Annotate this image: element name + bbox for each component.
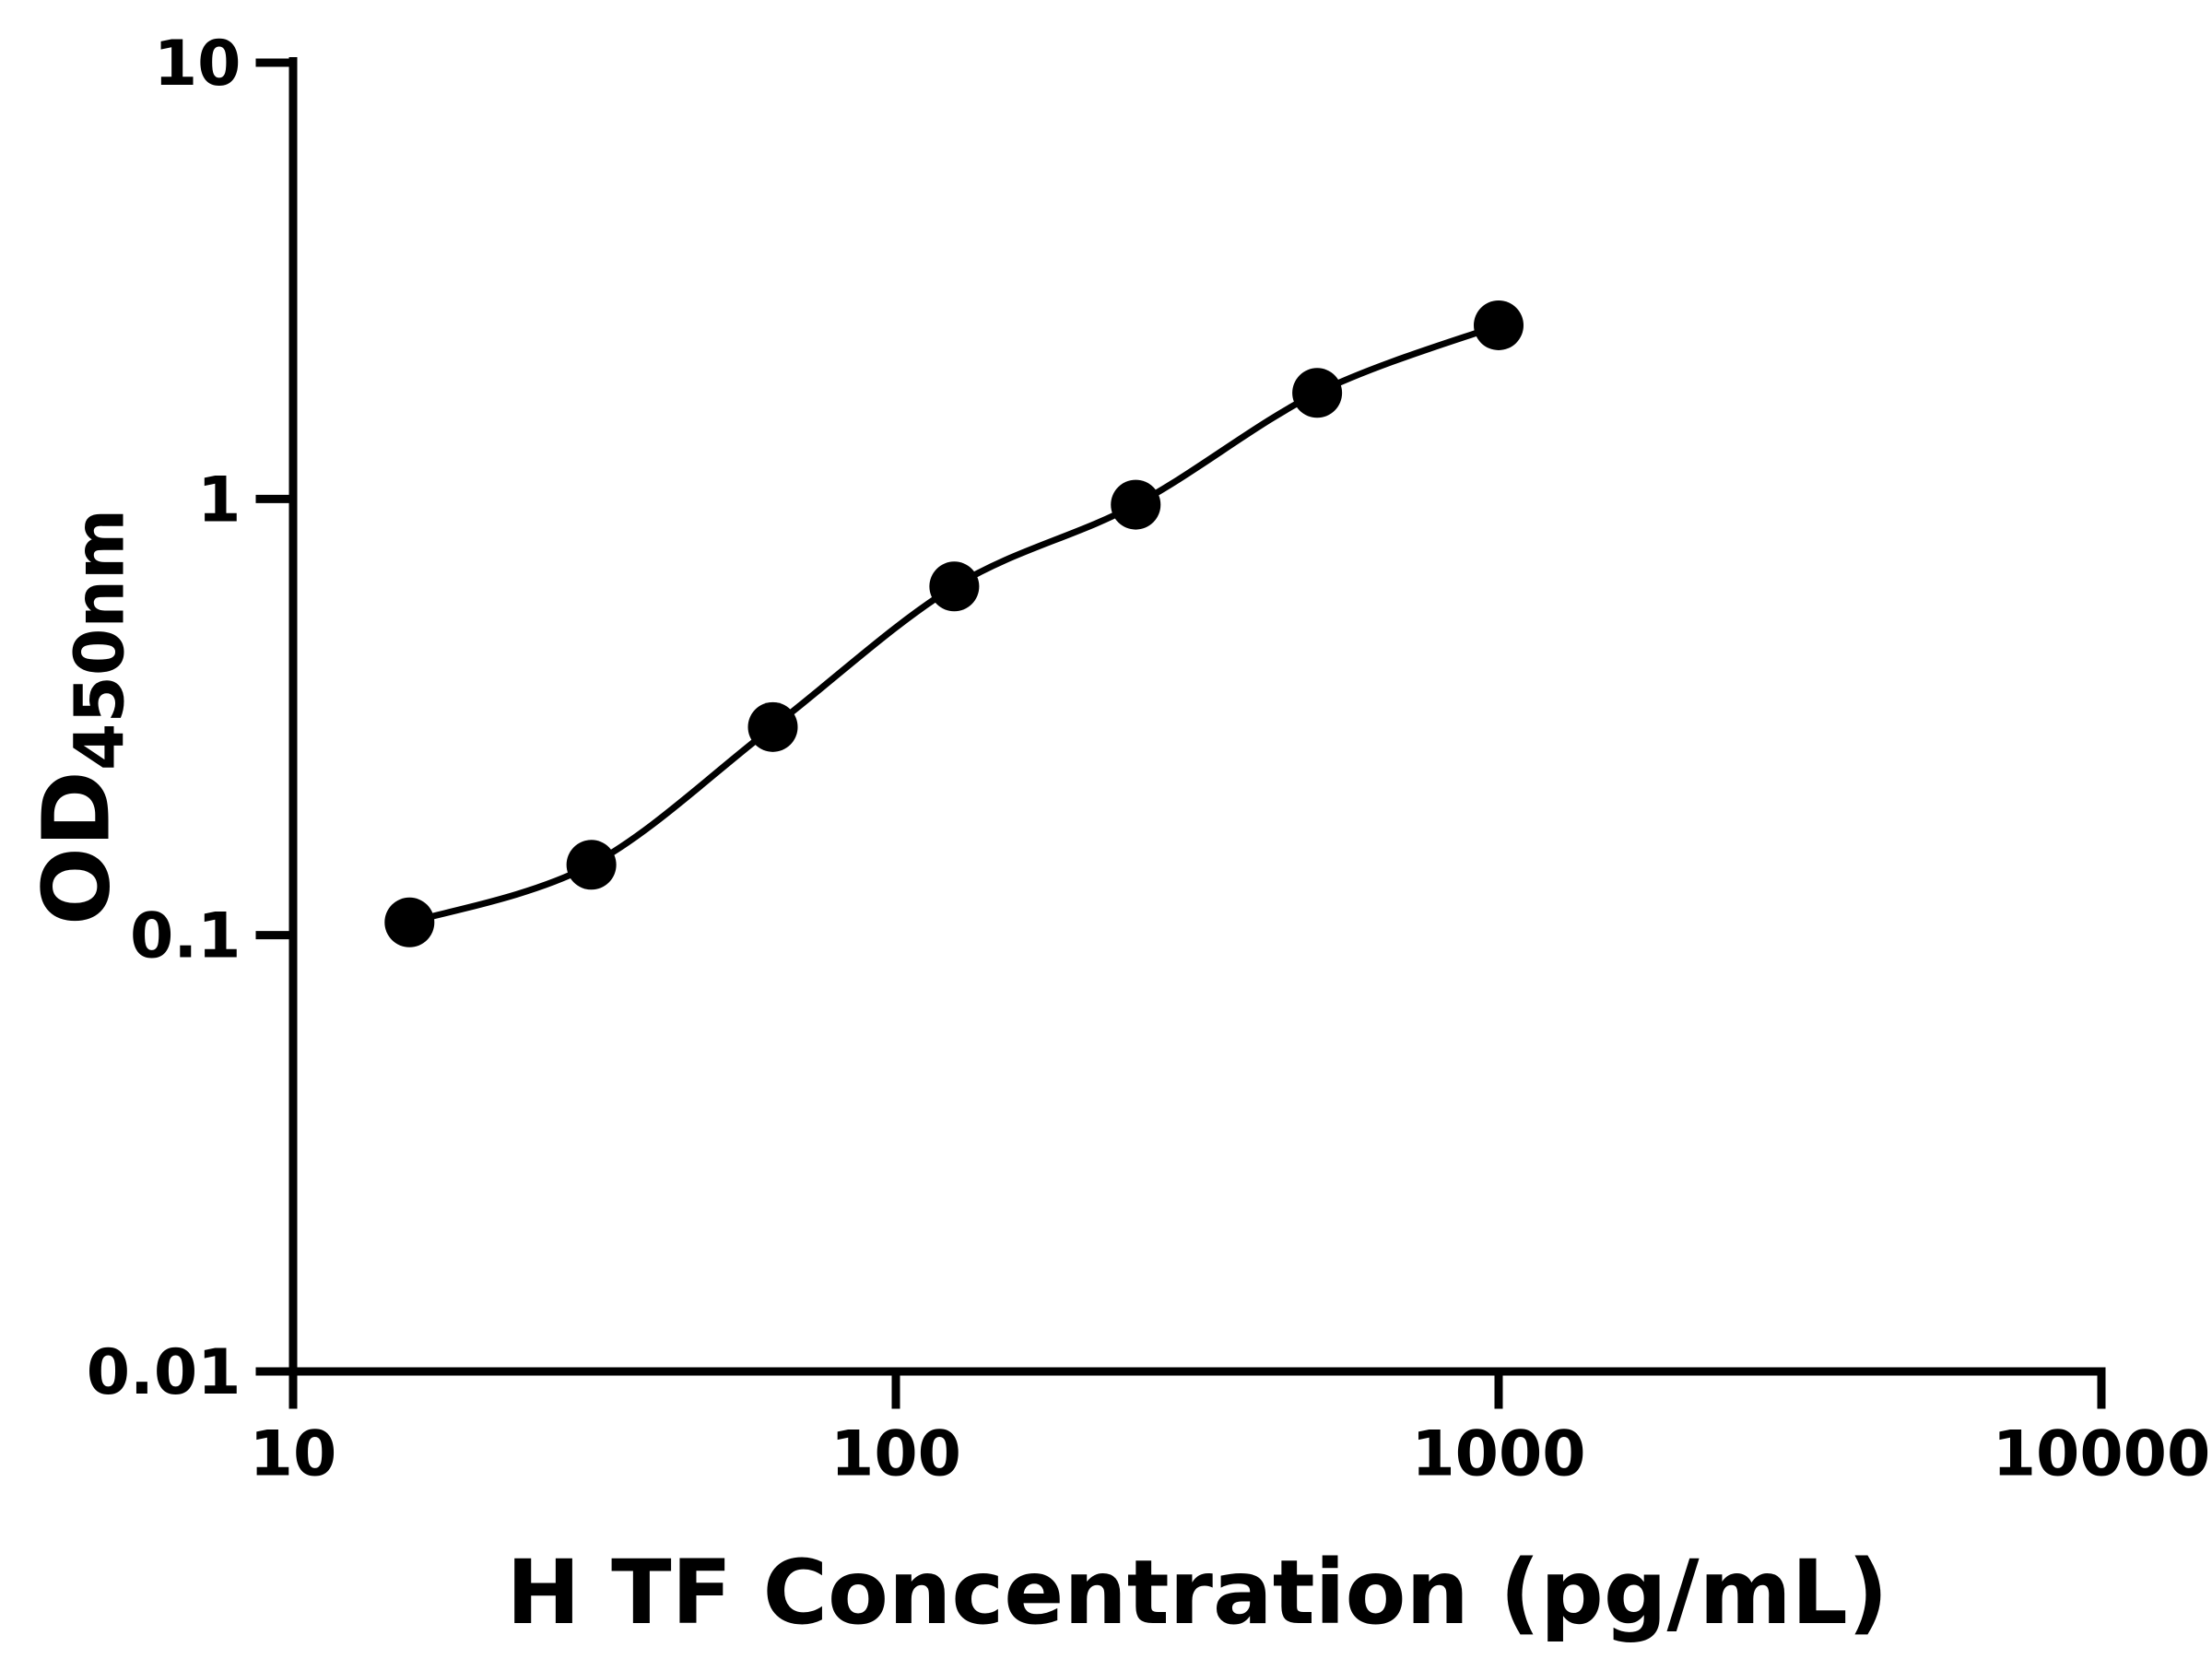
y-tick-label: 0.1 — [130, 900, 241, 973]
x-tick-label: 1000 — [1411, 1418, 1585, 1491]
fit-curve — [406, 322, 1502, 926]
data-point — [929, 561, 980, 612]
y-axis-label: OD450nm — [23, 509, 140, 925]
y-tick-label: 0.01 — [87, 1336, 241, 1409]
y-axis-label-main: OD — [22, 771, 131, 926]
data-point — [384, 897, 435, 947]
y-tick-label: 10 — [154, 28, 241, 100]
y-tick-label: 1 — [197, 464, 241, 536]
data-point — [566, 840, 617, 890]
x-tick-label: 10 — [250, 1418, 337, 1491]
x-tick-label: 100 — [830, 1418, 961, 1491]
x-axis-label: H TF Concentration (pg/mL) — [506, 1541, 1888, 1644]
data-point — [1474, 300, 1524, 350]
data-point — [1111, 479, 1161, 530]
data-point — [747, 701, 798, 752]
data-point — [1292, 368, 1343, 418]
y-axis-label-subscript: 450nm — [60, 508, 140, 771]
x-tick-label: 10000 — [1993, 1418, 2211, 1491]
